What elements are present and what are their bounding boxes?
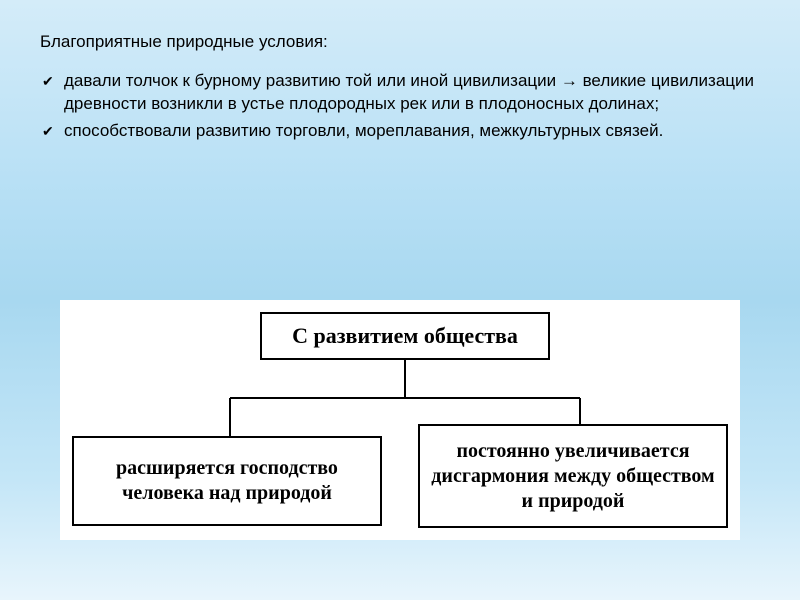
diagram-box-top: С развитием общества — [260, 312, 550, 360]
diagram: С развитием общества расширяется господс… — [60, 300, 740, 540]
bullet-item: давали толчок к бурному развитию той или… — [42, 70, 760, 116]
bullet-item: способствовали развитию торговли, морепл… — [42, 120, 760, 143]
heading: Благоприятные природные условия: — [40, 32, 760, 52]
bullet-list: давали толчок к бурному развитию той или… — [42, 70, 760, 143]
diagram-box-right: постоянно увеличивается дисгармония межд… — [418, 424, 728, 528]
diagram-box-left: расширяется господство человека над прир… — [72, 436, 382, 526]
